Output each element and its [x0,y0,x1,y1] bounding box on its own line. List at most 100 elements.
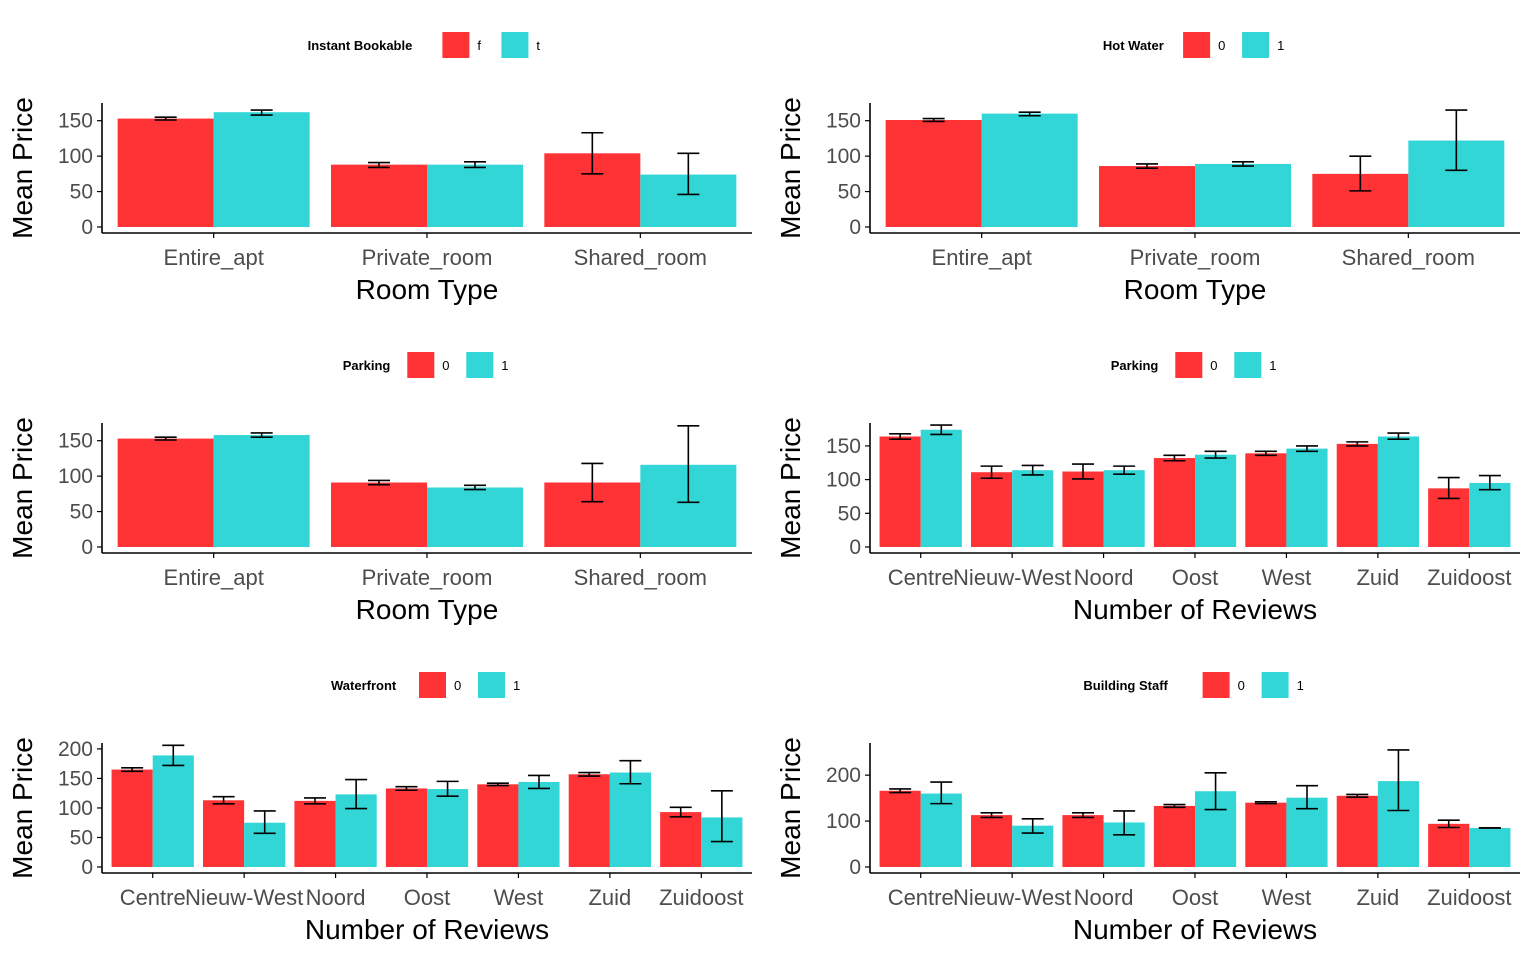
bar [518,781,560,867]
x-axis-title: Number of Reviews [305,914,549,945]
x-tick-label: West [1262,885,1312,910]
error-bar [1254,450,1277,457]
bar [331,482,427,547]
x-tick-label: Zuidoost [1427,565,1511,590]
y-axis-title: Mean Price [7,97,38,239]
bar [1336,795,1378,867]
x-tick-label: Entire_apt [164,565,264,590]
error-bar [1296,445,1318,453]
y-axis-title: Mean Price [775,97,806,239]
error-bar [212,795,235,805]
error-bar [250,109,273,116]
bar [1153,458,1195,547]
y-tick-label: 50 [70,501,93,524]
legend: Parking 0 1 [1111,352,1277,378]
error-bar [1113,810,1136,836]
bar [1062,815,1104,867]
x-tick-label: Shared_room [574,565,707,590]
chart-panel-6: 0 100 200 Centre Nieuw-West Noord Oost West Zuid… [775,672,1520,945]
chart-panel-5: 0 50 100 150 200 Centre Nieuw-West Noord Oost Wes… [7,672,752,945]
x-axis-title: Number of Reviews [1073,914,1317,945]
x-tick-label: Shared_room [1342,245,1475,270]
y-tick-label: 50 [838,502,861,525]
legend-title: Parking [1111,358,1159,373]
chart-panel-4: 0 50 100 150 Centre Nieuw-West Noord Oost West Zu… [775,352,1520,625]
legend-label: t [536,38,540,53]
x-tick-label: Nieuw-West [185,885,303,910]
x-tick-label: Centre [888,885,954,910]
error-bar [1387,432,1410,440]
error-bar [1021,464,1044,476]
chart-panel-1: 0 50 100 150 Entire_apt Private_room Shared_ro… [7,32,752,305]
bar [294,800,336,867]
error-bar [578,771,601,777]
error-bar [1072,463,1094,480]
bar [1286,448,1328,547]
y-tick-label: 0 [81,536,93,559]
legend: Parking 0 1 [343,352,509,378]
legend-label: 0 [442,358,449,373]
bar [879,436,921,547]
legend-label: 0 [454,678,461,693]
bar [1469,827,1511,867]
error-bar [1387,749,1410,812]
y-axis-title: Mean Price [7,737,38,879]
y-tick-label: 0 [81,856,93,879]
legend-label: 1 [1277,38,1284,53]
bar [117,438,214,547]
x-tick-label: Private_room [362,565,493,590]
x-tick-label: Entire_apt [932,245,1032,270]
legend-key [419,672,446,698]
bar [920,793,962,867]
legend-label: 1 [501,358,508,373]
bar [427,164,523,227]
error-bar [1163,803,1186,809]
x-tick-label: Zuidoost [1427,885,1511,910]
legend-title: Hot Water [1103,38,1164,53]
error-bar [889,432,912,440]
x-tick-label: Oost [1172,885,1218,910]
error-bar [154,116,177,121]
bar [1469,482,1511,547]
error-bar [1204,772,1227,811]
error-bar [1163,454,1186,462]
y-tick-label: 150 [58,430,93,453]
bar [213,112,310,227]
legend-label: 0 [1210,358,1217,373]
legend-label: f [477,38,481,53]
error-bar [677,152,700,196]
error-bar [889,788,912,794]
bar [1245,453,1287,547]
error-bar [464,484,486,491]
y-tick-label: 0 [849,856,861,879]
y-tick-label: 100 [58,797,93,820]
error-bar [710,790,733,843]
legend-key [501,32,529,58]
y-tick-label: 0 [81,216,93,239]
bar [427,487,523,547]
y-tick-label: 100 [58,145,93,168]
legend-title: Building Staff [1083,678,1168,693]
legend-key [1234,352,1262,378]
bar [971,815,1013,867]
error-bar [486,782,509,787]
error-bar [581,131,604,175]
legend-key [478,672,505,698]
error-bar [1136,163,1158,169]
bar [568,774,610,867]
x-tick-label: Centre [120,885,186,910]
error-bar [368,479,390,486]
y-tick-label: 100 [826,469,861,492]
error-bar [1349,155,1372,192]
error-bar [1445,109,1468,172]
y-tick-label: 150 [58,110,93,133]
y-tick-label: 100 [826,810,861,833]
error-bar [1072,812,1094,819]
x-tick-label: Nieuw-West [953,565,1071,590]
y-tick-label: 150 [58,767,93,790]
x-tick-label: Noord [1074,885,1134,910]
legend: Waterfront 0 1 [331,672,520,698]
bar [1153,805,1195,867]
bar [1012,470,1054,547]
